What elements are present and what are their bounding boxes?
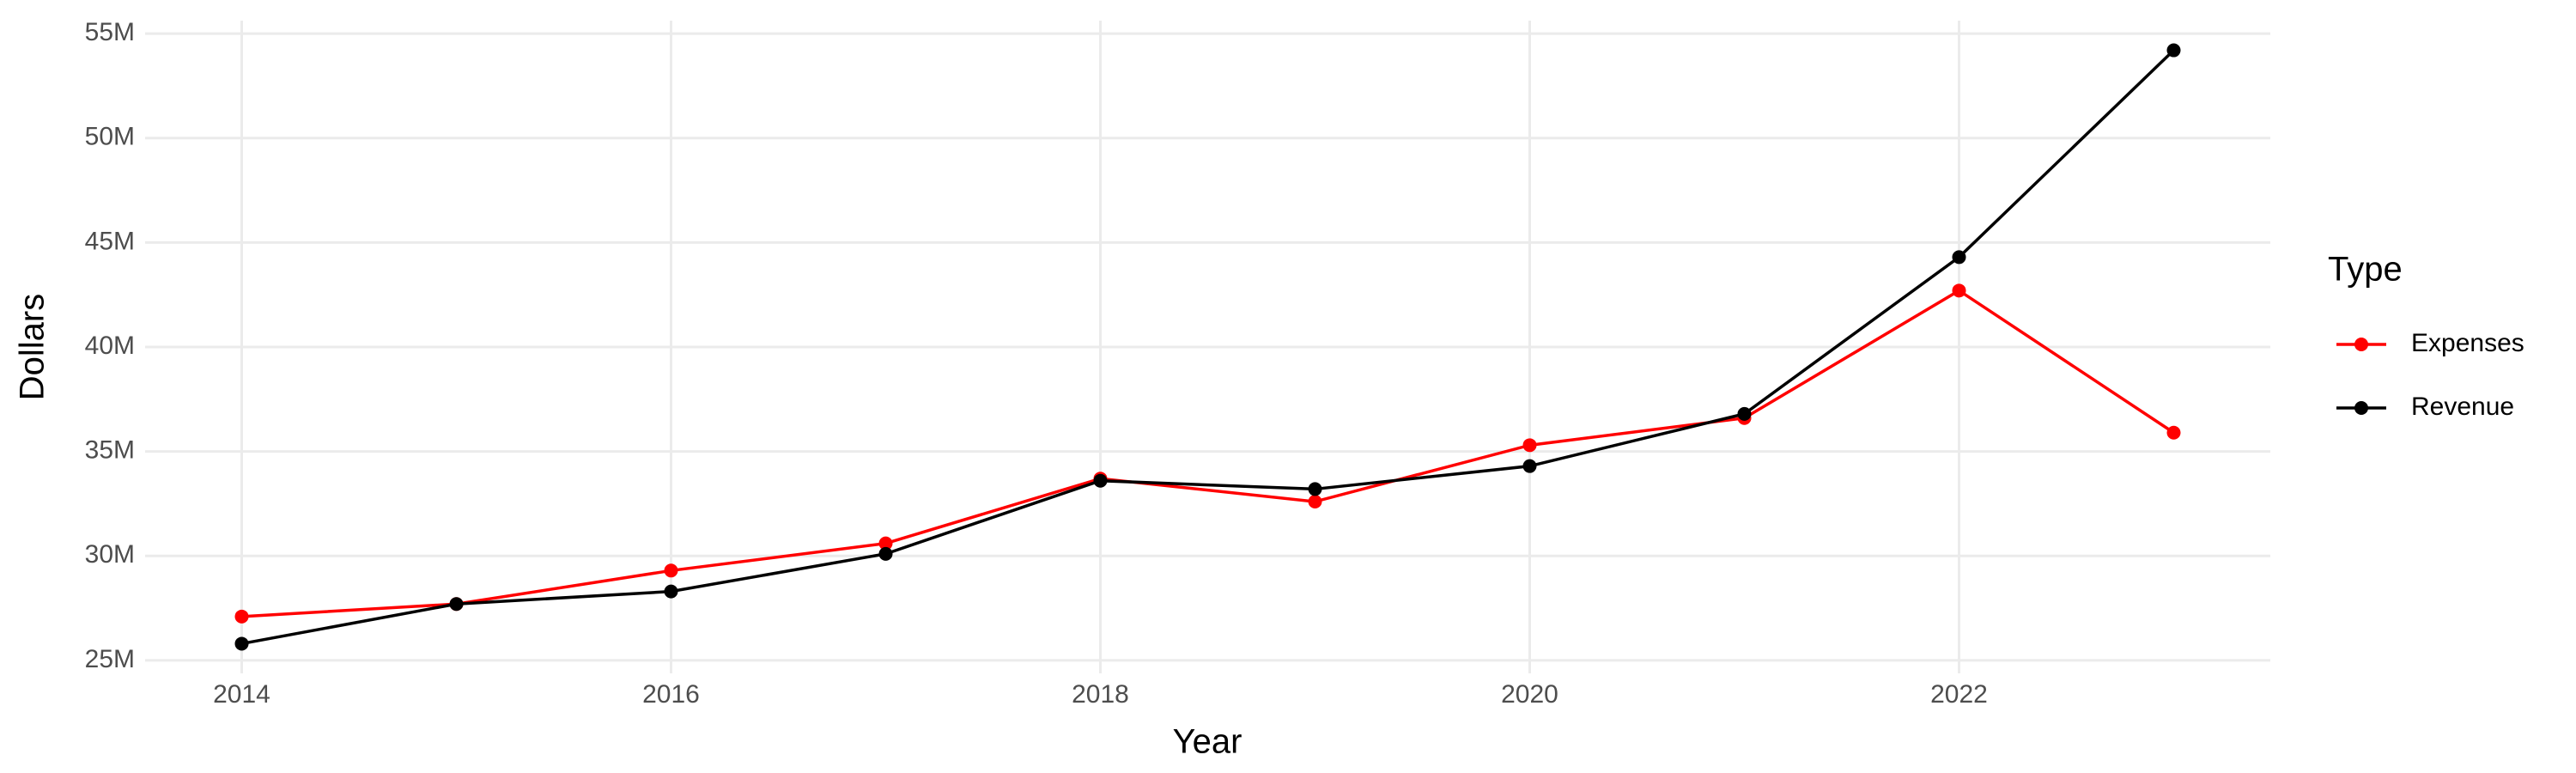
- y-tick-label: 55M: [85, 18, 135, 46]
- data-point: [1952, 250, 1966, 265]
- x-tick-label: 2014: [213, 680, 270, 709]
- data-point: [878, 546, 893, 561]
- x-tick-label: 2020: [1501, 680, 1558, 709]
- data-point: [1952, 283, 1966, 298]
- data-point: [1522, 438, 1537, 453]
- data-point: [664, 563, 678, 578]
- data-point: [2166, 43, 2181, 58]
- x-tick-label: 2018: [1072, 680, 1129, 709]
- data-point: [1308, 482, 1322, 496]
- data-point: [234, 636, 249, 651]
- data-point: [1522, 459, 1537, 473]
- data-point: [234, 609, 249, 624]
- legend-marker: [2354, 401, 2368, 415]
- y-tick-label: 45M: [85, 227, 135, 255]
- legend-label: Expenses: [2411, 329, 2524, 357]
- data-point: [878, 536, 893, 551]
- y-tick-label: 35M: [85, 436, 135, 465]
- legend-label: Revenue: [2411, 393, 2514, 421]
- data-point: [1093, 473, 1108, 488]
- x-tick-label: 2022: [1930, 680, 1988, 709]
- x-tick-label: 2016: [642, 680, 700, 709]
- y-tick-label: 25M: [85, 645, 135, 673]
- data-point: [1737, 406, 1752, 421]
- y-tick-label: 50M: [85, 123, 135, 151]
- data-point: [1308, 495, 1322, 509]
- x-axis-title: Year: [1173, 723, 1242, 761]
- legend-marker: [2354, 338, 2368, 351]
- data-point: [664, 584, 678, 599]
- data-point: [449, 597, 464, 612]
- data-point: [2166, 425, 2181, 440]
- y-axis-title: Dollars: [14, 294, 52, 400]
- series-line: [241, 49, 2175, 646]
- legend-title: Type: [2328, 251, 2403, 289]
- y-tick-label: 40M: [85, 332, 135, 360]
- y-tick-label: 30M: [85, 540, 135, 569]
- series-line: [241, 289, 2175, 618]
